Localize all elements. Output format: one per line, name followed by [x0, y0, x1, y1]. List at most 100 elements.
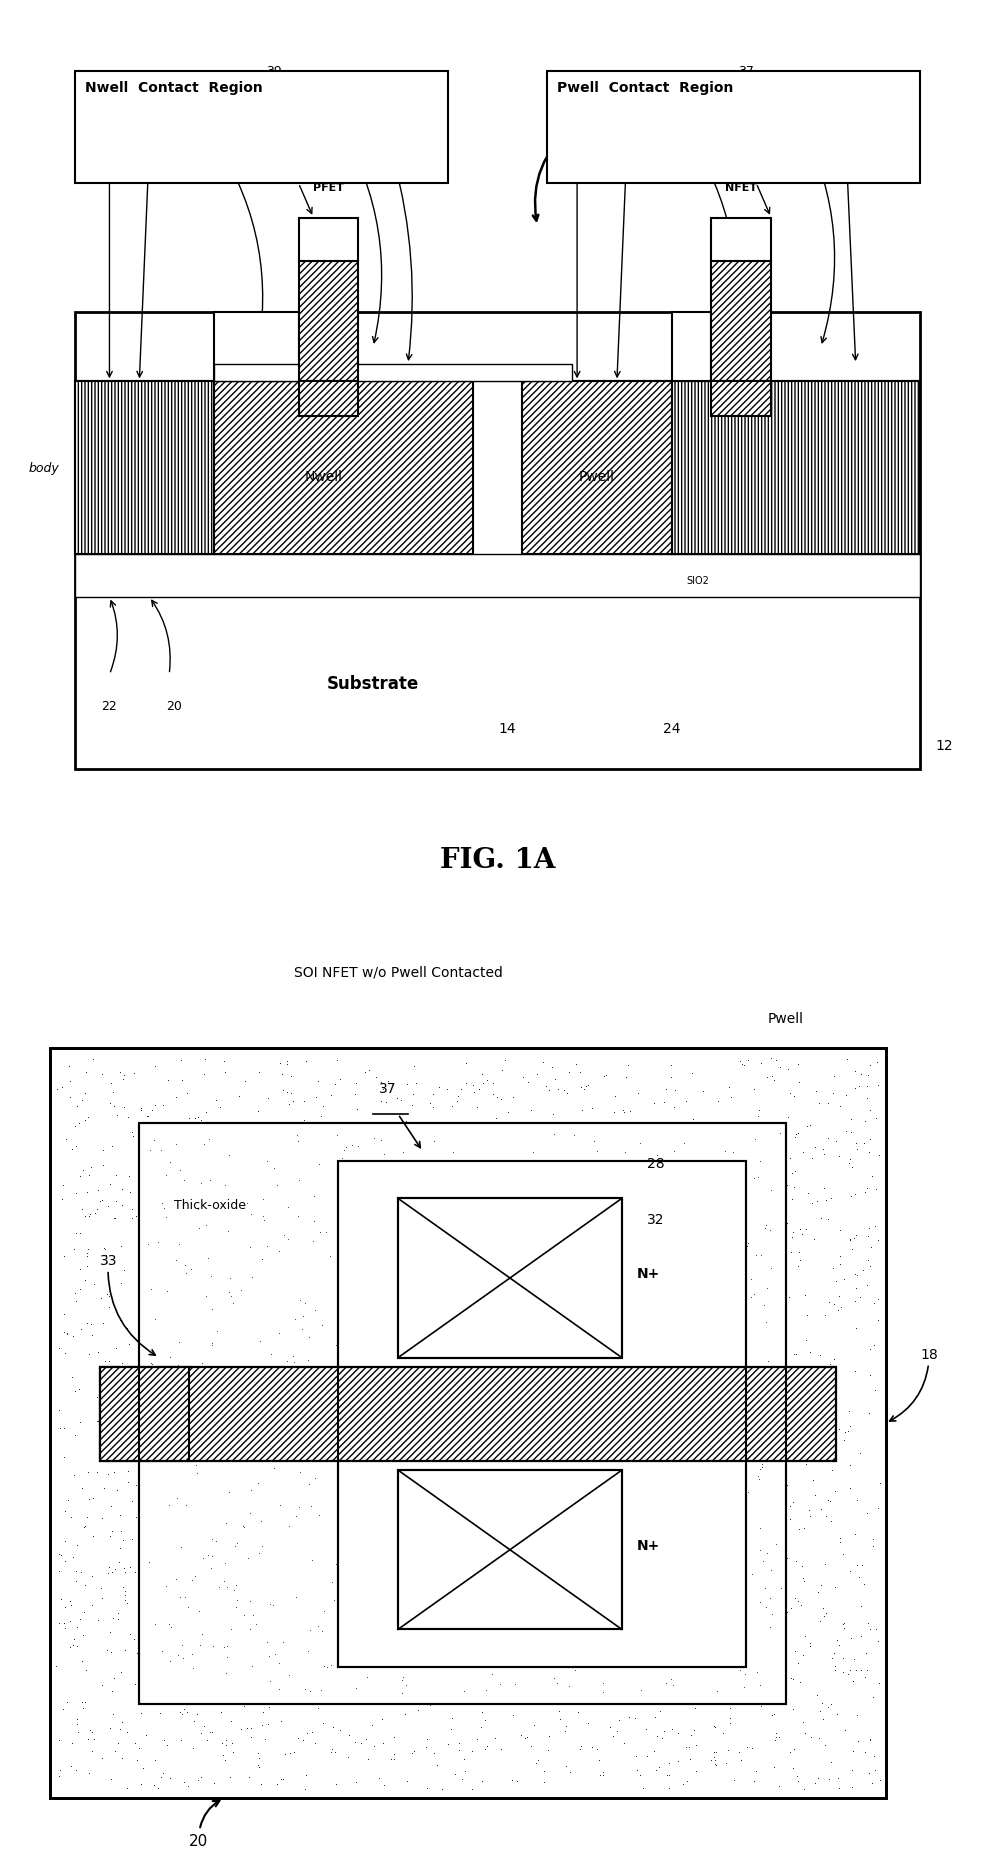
Point: [571, 1540, 586, 1570]
Point: [201, 1124, 217, 1154]
Point: [682, 1169, 698, 1199]
Point: [222, 1401, 238, 1431]
Point: [83, 1309, 98, 1339]
Point: [247, 1470, 262, 1500]
Point: [759, 1656, 775, 1686]
Point: [370, 1429, 386, 1459]
Point: [547, 1064, 563, 1094]
Point: [455, 1214, 471, 1244]
Point: [662, 1461, 678, 1491]
Point: [244, 1367, 259, 1397]
Point: [743, 1281, 758, 1311]
Point: [398, 1294, 414, 1324]
Point: [338, 1143, 354, 1172]
Point: [177, 1249, 193, 1279]
Point: [855, 1570, 871, 1600]
Point: [631, 1300, 647, 1330]
Point: [872, 1468, 888, 1498]
Point: [572, 1547, 587, 1577]
Point: [212, 1571, 228, 1601]
Point: [406, 1560, 421, 1590]
Point: [571, 1199, 586, 1229]
Point: [450, 1083, 466, 1113]
Point: [417, 1238, 433, 1268]
Point: [388, 1659, 404, 1689]
Point: [541, 1158, 557, 1187]
Point: [589, 1384, 605, 1414]
Point: [870, 1669, 886, 1699]
Point: [340, 1650, 356, 1680]
Point: [858, 1270, 874, 1300]
Point: [619, 1405, 635, 1435]
Point: [522, 1201, 538, 1231]
Point: [516, 1202, 532, 1232]
Point: [282, 1474, 298, 1504]
Point: [201, 1216, 217, 1246]
Point: [487, 1103, 503, 1133]
Point: [342, 1590, 358, 1620]
Point: [159, 1431, 175, 1461]
Point: [859, 1071, 875, 1101]
Point: [686, 1716, 702, 1746]
Point: [199, 1676, 215, 1706]
Point: [534, 1474, 550, 1504]
Point: [219, 1573, 235, 1603]
Point: [375, 1536, 391, 1566]
Point: [749, 1096, 765, 1126]
Text: 18: 18: [623, 109, 639, 122]
Point: [336, 1223, 352, 1253]
Point: [411, 1193, 426, 1223]
Point: [340, 1422, 356, 1452]
Point: [859, 1656, 875, 1686]
Point: [428, 1371, 444, 1401]
Point: [453, 1118, 469, 1148]
Point: [357, 1350, 373, 1380]
Point: [765, 1699, 781, 1729]
Point: [56, 1609, 72, 1639]
Point: [73, 1556, 88, 1586]
Point: [98, 1240, 114, 1270]
Point: [505, 1390, 521, 1420]
Point: [57, 1339, 73, 1369]
Point: [395, 1671, 411, 1701]
Point: [69, 1704, 84, 1734]
Point: [685, 1105, 701, 1135]
Point: [651, 1328, 667, 1358]
Point: [326, 1585, 342, 1615]
Point: [162, 1676, 178, 1706]
Point: [323, 1734, 339, 1764]
Point: [555, 1251, 571, 1281]
Point: [278, 1405, 294, 1435]
Point: [509, 1187, 525, 1217]
Point: [415, 1510, 431, 1540]
Point: [380, 1279, 396, 1309]
Point: [261, 1667, 277, 1697]
Point: [859, 1172, 875, 1202]
Point: [850, 1725, 866, 1755]
Point: [792, 1590, 808, 1620]
Point: [568, 1244, 583, 1274]
Point: [632, 1422, 648, 1452]
Point: [258, 1395, 274, 1425]
Point: [394, 1678, 410, 1708]
Point: [55, 1073, 71, 1103]
Point: [767, 1523, 783, 1553]
Point: [758, 1334, 774, 1364]
Point: [314, 1549, 330, 1579]
Point: [565, 1253, 580, 1283]
Point: [558, 1710, 574, 1740]
Point: [683, 1058, 699, 1088]
Point: [711, 1570, 727, 1600]
Bar: [50, 1049, 885, 1798]
Point: [618, 1238, 634, 1268]
Point: [327, 1736, 343, 1766]
Point: [442, 1403, 458, 1433]
Point: [707, 1749, 723, 1779]
Point: [299, 1152, 315, 1182]
Point: [506, 1369, 522, 1399]
Point: [631, 1204, 647, 1234]
Point: [235, 1225, 250, 1255]
Point: [99, 1459, 115, 1489]
Point: [155, 1309, 171, 1339]
Point: [159, 1335, 175, 1365]
